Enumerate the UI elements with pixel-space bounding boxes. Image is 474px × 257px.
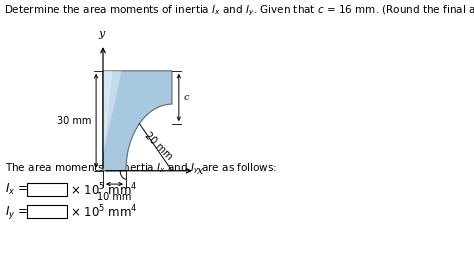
Text: y: y <box>99 29 105 39</box>
Text: × 10$^5$ mm$^4$: × 10$^5$ mm$^4$ <box>70 204 138 221</box>
Text: 10 mm: 10 mm <box>97 192 132 203</box>
Polygon shape <box>103 71 121 171</box>
Polygon shape <box>103 71 112 154</box>
Text: The area moments of inertia $I_x$ and $I_y$ are as follows:: The area moments of inertia $I_x$ and $I… <box>5 162 277 176</box>
Text: $I_x$ =: $I_x$ = <box>5 182 28 197</box>
Bar <box>27 183 67 196</box>
Text: × 10$^5$ mm$^4$: × 10$^5$ mm$^4$ <box>70 182 138 199</box>
Polygon shape <box>103 71 172 171</box>
Text: c: c <box>183 93 189 102</box>
Text: 30 mm: 30 mm <box>57 116 91 126</box>
Text: Determine the area moments of inertia $I_x$ and $I_y$. Given that $c$ = 16 mm. (: Determine the area moments of inertia $I… <box>4 4 474 19</box>
Bar <box>27 205 67 218</box>
Text: 20 mm: 20 mm <box>143 130 174 162</box>
Text: x: x <box>197 166 203 176</box>
Text: $I_y$ =: $I_y$ = <box>5 204 28 221</box>
